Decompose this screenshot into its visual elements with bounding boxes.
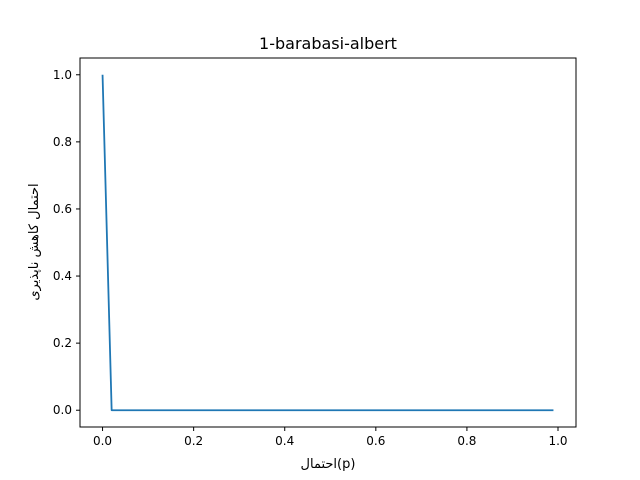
x-tick-label: 1.0: [548, 434, 567, 448]
y-tick-label: 0.0: [53, 403, 72, 417]
y-axis-label: احتمال کاهش ناپذیری: [27, 183, 42, 300]
x-tick-label: 0.2: [184, 434, 203, 448]
x-tick-label: 0.8: [457, 434, 476, 448]
x-tick-label: 0.0: [93, 434, 112, 448]
chart-title: 1-barabasi-albert: [259, 34, 397, 53]
x-tick-label: 0.6: [366, 434, 385, 448]
y-tick-label: 1.0: [53, 68, 72, 82]
y-tick-label: 0.6: [53, 202, 72, 216]
plot-frame: [79, 57, 577, 428]
x-tick-label: 0.4: [275, 434, 294, 448]
x-axis-label: احتمال(p): [301, 457, 356, 472]
series-line: [101, 74, 554, 412]
y-tick-label: 0.4: [53, 269, 72, 283]
y-tick-label: 0.2: [53, 336, 72, 350]
y-tick-label: 0.8: [53, 135, 72, 149]
